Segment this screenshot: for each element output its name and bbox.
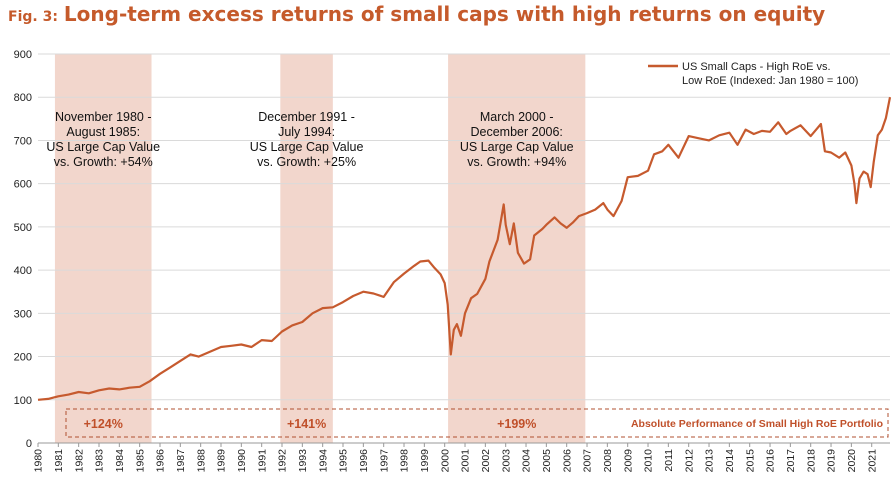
x-tick-label: 2001 bbox=[460, 449, 472, 473]
annotation-line: vs. Growth: +54% bbox=[54, 155, 153, 169]
period-annotation-2: December 1991 -July 1994: US Large Cap Va… bbox=[250, 110, 364, 169]
shaded-periods bbox=[54, 54, 586, 443]
shaded-period-1 bbox=[54, 54, 152, 443]
x-tick-label: 2010 bbox=[643, 449, 655, 473]
x-tick-label: 2006 bbox=[561, 449, 573, 473]
x-tick-label: 1990 bbox=[236, 449, 248, 473]
x-tick-label: 1994 bbox=[317, 449, 329, 473]
annotation-line: November 1980 - bbox=[55, 110, 152, 124]
x-tick-label: 2002 bbox=[480, 449, 492, 473]
annotation-line: December 1991 - bbox=[258, 110, 355, 124]
x-tick-label: 1997 bbox=[378, 449, 390, 473]
series-lines bbox=[37, 96, 892, 401]
y-tick-label: 500 bbox=[14, 222, 32, 234]
x-tick-label: 1986 bbox=[155, 449, 167, 473]
x-tick-label: 2005 bbox=[541, 449, 553, 473]
legend-label-line: Low RoE (Indexed: Jan 1980 = 100) bbox=[682, 75, 858, 87]
annotation-line: July 1994: bbox=[278, 125, 335, 139]
period-performance-3: +199% bbox=[497, 417, 536, 431]
y-tick-label: 600 bbox=[14, 179, 32, 191]
y-tick-label: 400 bbox=[14, 265, 32, 277]
x-tick-label: 2015 bbox=[744, 449, 756, 473]
legend-label-line: US Small Caps - High RoE vs. bbox=[682, 61, 831, 73]
gridlines bbox=[38, 53, 890, 401]
x-tick-label: 2014 bbox=[724, 449, 736, 473]
period-performance-2: +141% bbox=[287, 417, 326, 431]
x-tick-label: 1988 bbox=[195, 449, 207, 473]
period-annotation-1: November 1980 -August 1985: US Large Cap … bbox=[46, 110, 160, 169]
figure-number: Fig. 3: bbox=[8, 9, 58, 25]
x-tick-label: 2000 bbox=[439, 449, 451, 473]
x-tick-label: 2017 bbox=[785, 449, 797, 473]
x-tick-label: 2011 bbox=[663, 449, 675, 472]
x-tick-label: 2012 bbox=[683, 449, 695, 473]
annotation-line: March 2000 - bbox=[480, 110, 554, 124]
y-tick-label: 800 bbox=[14, 92, 32, 104]
annotation-line: US Large Cap Value bbox=[460, 140, 574, 154]
x-tick-label: 1982 bbox=[73, 449, 85, 473]
x-tick-label: 1989 bbox=[216, 449, 228, 473]
shaded-period-2 bbox=[280, 54, 333, 443]
x-tick-label: 1984 bbox=[114, 449, 126, 473]
x-tick-label: 1999 bbox=[419, 449, 431, 473]
x-tick-label: 2016 bbox=[765, 449, 777, 473]
annotation-line: December 2006: bbox=[470, 125, 562, 139]
performance-box-label: Absolute Performance of Small High RoE P… bbox=[631, 418, 883, 430]
x-tick-label: 1991 bbox=[256, 449, 268, 473]
x-tick-label: 2003 bbox=[500, 449, 512, 473]
x-tick-label: 1983 bbox=[94, 449, 106, 473]
chart-title: Fig. 3: Long-term excess returns of small… bbox=[8, 2, 825, 38]
x-tick-label: 2020 bbox=[846, 449, 858, 473]
performance-box-border bbox=[65, 408, 889, 438]
x-tick-label: 2018 bbox=[805, 449, 817, 473]
y-tick-label: 100 bbox=[14, 395, 32, 407]
period-annotations: November 1980 -August 1985: US Large Cap … bbox=[46, 110, 573, 169]
x-tick-label: 1996 bbox=[358, 449, 370, 473]
x-tick-label: 2009 bbox=[622, 449, 634, 473]
x-tick-label: 2019 bbox=[826, 449, 838, 473]
period-performance-1: +124% bbox=[84, 417, 123, 431]
x-tick-label: 2004 bbox=[521, 449, 533, 473]
y-tick-label: 0 bbox=[26, 438, 32, 450]
annotation-line: vs. Growth: +94% bbox=[467, 155, 566, 169]
chart-title-text: Long-term excess returns of small caps w… bbox=[63, 2, 826, 26]
legend-label: US Small Caps - High RoE vs. Low RoE (Ind… bbox=[682, 61, 858, 87]
period-annotation-3: March 2000 -December 2006: US Large Cap V… bbox=[460, 110, 574, 169]
y-tick-label: 700 bbox=[14, 135, 32, 147]
annotation-line: US Large Cap Value bbox=[46, 140, 160, 154]
annotation-line: August 1985: bbox=[66, 125, 140, 139]
x-tick-label: 2008 bbox=[602, 449, 614, 473]
x-tick-label: 2021 bbox=[866, 449, 878, 473]
x-tick-label: 1987 bbox=[175, 449, 187, 473]
x-tick-label: 2007 bbox=[582, 449, 594, 473]
annotation-line: US Large Cap Value bbox=[250, 140, 364, 154]
x-tick-label: 1998 bbox=[399, 449, 411, 473]
x-tick-label: 2013 bbox=[704, 449, 716, 473]
x-tick-label: 1980 bbox=[33, 449, 45, 473]
y-tick-label: 200 bbox=[14, 352, 32, 364]
y-tick-label: 300 bbox=[14, 308, 32, 320]
annotation-line: vs. Growth: +25% bbox=[257, 155, 356, 169]
legend: US Small Caps - High RoE vs. Low RoE (Ind… bbox=[648, 61, 858, 87]
x-tick-label: 1995 bbox=[338, 449, 350, 473]
series-line-1 bbox=[37, 96, 892, 401]
x-tick-label: 1992 bbox=[277, 449, 289, 473]
x-tick-label: 1985 bbox=[134, 449, 146, 473]
performance-box: +124% +141% +199% Absolute Performance of S… bbox=[65, 408, 889, 438]
y-axis: 0 100 200 300 400 500 600 700 800 900 bbox=[14, 49, 32, 450]
x-tick-label: 1993 bbox=[297, 449, 309, 473]
y-tick-label: 900 bbox=[14, 49, 32, 61]
x-tick-label: 1981 bbox=[53, 449, 65, 473]
x-axis: 1980 1981 1982 1983 1984 1985 1986 1987 1988 1989… bbox=[33, 442, 890, 473]
